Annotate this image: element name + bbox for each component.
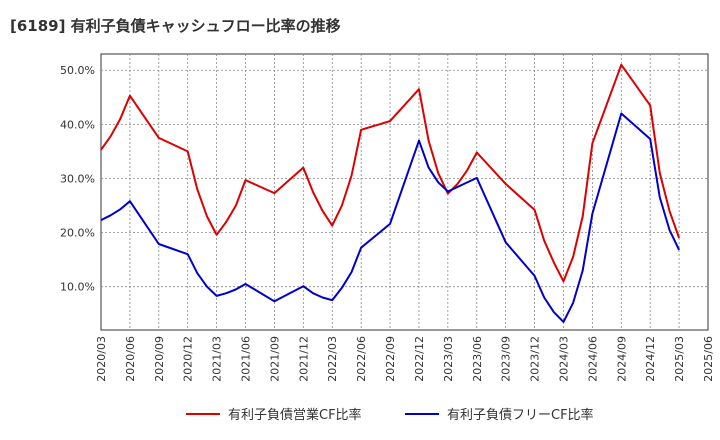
x-tick-label: 2020/09 <box>153 336 166 382</box>
y-tick-label: 30.0% <box>60 172 95 185</box>
series-layer <box>100 63 681 323</box>
x-tick-label: 2025/06 <box>702 336 715 382</box>
x-tick-label: 2023/03 <box>442 336 455 382</box>
legend-label-1: 有利子負債営業CF比率 <box>228 407 362 423</box>
x-tick-label: 2024/06 <box>586 336 599 382</box>
y-axis: 10.0% 20.0% 30.0% 40.0% 50.0% <box>60 64 95 293</box>
series-line-1 <box>100 63 681 283</box>
x-tick-label: 2022/03 <box>326 336 339 382</box>
x-tick-label: 2021/06 <box>240 336 253 382</box>
chart-title: [6189] 有利子負債キャッシュフロー比率の推移 <box>10 17 341 35</box>
legend: 有利子負債営業CF比率 有利子負債フリーCF比率 <box>186 407 594 423</box>
x-tick-label: 2023/06 <box>471 336 484 382</box>
x-tick-label: 2020/06 <box>124 336 137 382</box>
legend-label-2: 有利子負債フリーCF比率 <box>447 407 594 423</box>
x-tick-label: 2024/09 <box>615 336 628 382</box>
y-tick-label: 40.0% <box>60 118 95 131</box>
series-line-2 <box>100 112 681 323</box>
x-tick-label: 2024/03 <box>557 336 570 382</box>
x-tick-label: 2020/03 <box>95 336 108 382</box>
y-tick-label: 20.0% <box>60 227 95 240</box>
x-tick-label: 2024/12 <box>644 336 657 382</box>
y-tick-label: 10.0% <box>60 281 95 294</box>
x-tick-label: 2023/12 <box>529 336 542 382</box>
x-tick-label: 2023/09 <box>500 336 513 382</box>
x-tick-label: 2022/09 <box>384 336 397 382</box>
x-tick-label: 2021/12 <box>297 336 310 382</box>
x-axis: 2020/03 2020/06 2020/09 2020/12 2021/03 2021/… <box>95 336 715 382</box>
x-tick-label: 2025/03 <box>673 336 686 382</box>
x-tick-label: 2022/12 <box>413 336 426 382</box>
x-tick-label: 2021/03 <box>211 336 224 382</box>
x-tick-label: 2021/09 <box>268 336 281 382</box>
y-tick-label: 50.0% <box>60 64 95 77</box>
plot-area <box>100 53 709 331</box>
grid-layer <box>101 54 708 330</box>
x-tick-label: 2020/12 <box>182 336 195 382</box>
x-tick-label: 2022/06 <box>355 336 368 382</box>
